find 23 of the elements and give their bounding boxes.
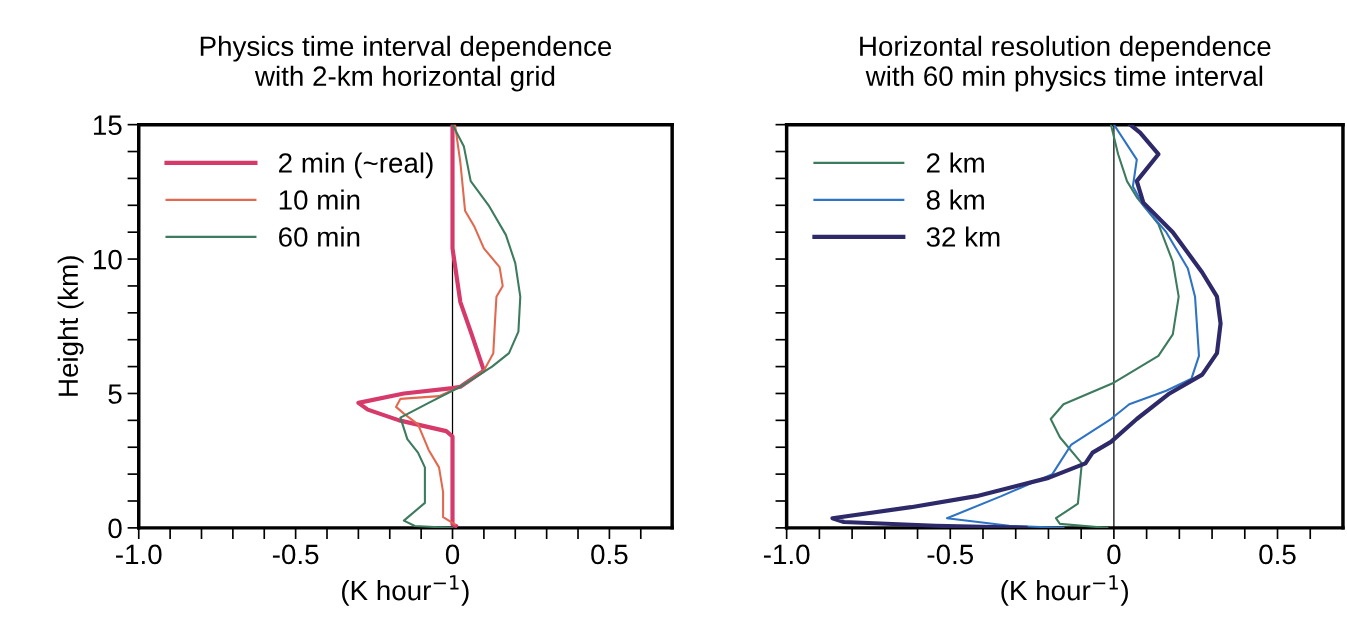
y-tick-label: 15 xyxy=(93,115,122,135)
legend-label: 60 min xyxy=(279,226,360,247)
legend-label: 2 km xyxy=(926,152,984,173)
y-tick-label: 5 xyxy=(108,384,122,404)
x-tick-label: -0.5 xyxy=(272,544,319,565)
x-axis-title: (K hour$^{−1}$) xyxy=(1001,575,1128,606)
x-tick-label: -1.0 xyxy=(763,544,810,565)
x-tick-label: 0.5 xyxy=(591,544,628,565)
x-tick-label: -1.0 xyxy=(116,544,162,565)
y-tick-label: 0 xyxy=(108,518,122,539)
chart-title: Horizontal resolution dependence with 60 min physics time interval xyxy=(860,35,1271,92)
y-tick-label: 10 xyxy=(93,249,122,270)
x-tick-label: 0 xyxy=(1107,544,1121,565)
y-axis-title: Height (km) xyxy=(57,256,84,396)
chart-title: Physics time interval dependence with 2-km horizontal grid xyxy=(200,35,612,92)
x-tick-label: 0 xyxy=(445,544,460,565)
legend-label: 2 min (~real) xyxy=(279,152,433,179)
legend-label: 10 min xyxy=(279,189,360,210)
x-axis-title: (K hour$^{−1}$) xyxy=(342,575,469,606)
legend-label: 8 km xyxy=(926,189,984,210)
x-tick-label: 0.5 xyxy=(1259,544,1296,565)
legend-label: 32 km xyxy=(926,226,1000,247)
x-tick-label: -0.5 xyxy=(927,544,974,565)
